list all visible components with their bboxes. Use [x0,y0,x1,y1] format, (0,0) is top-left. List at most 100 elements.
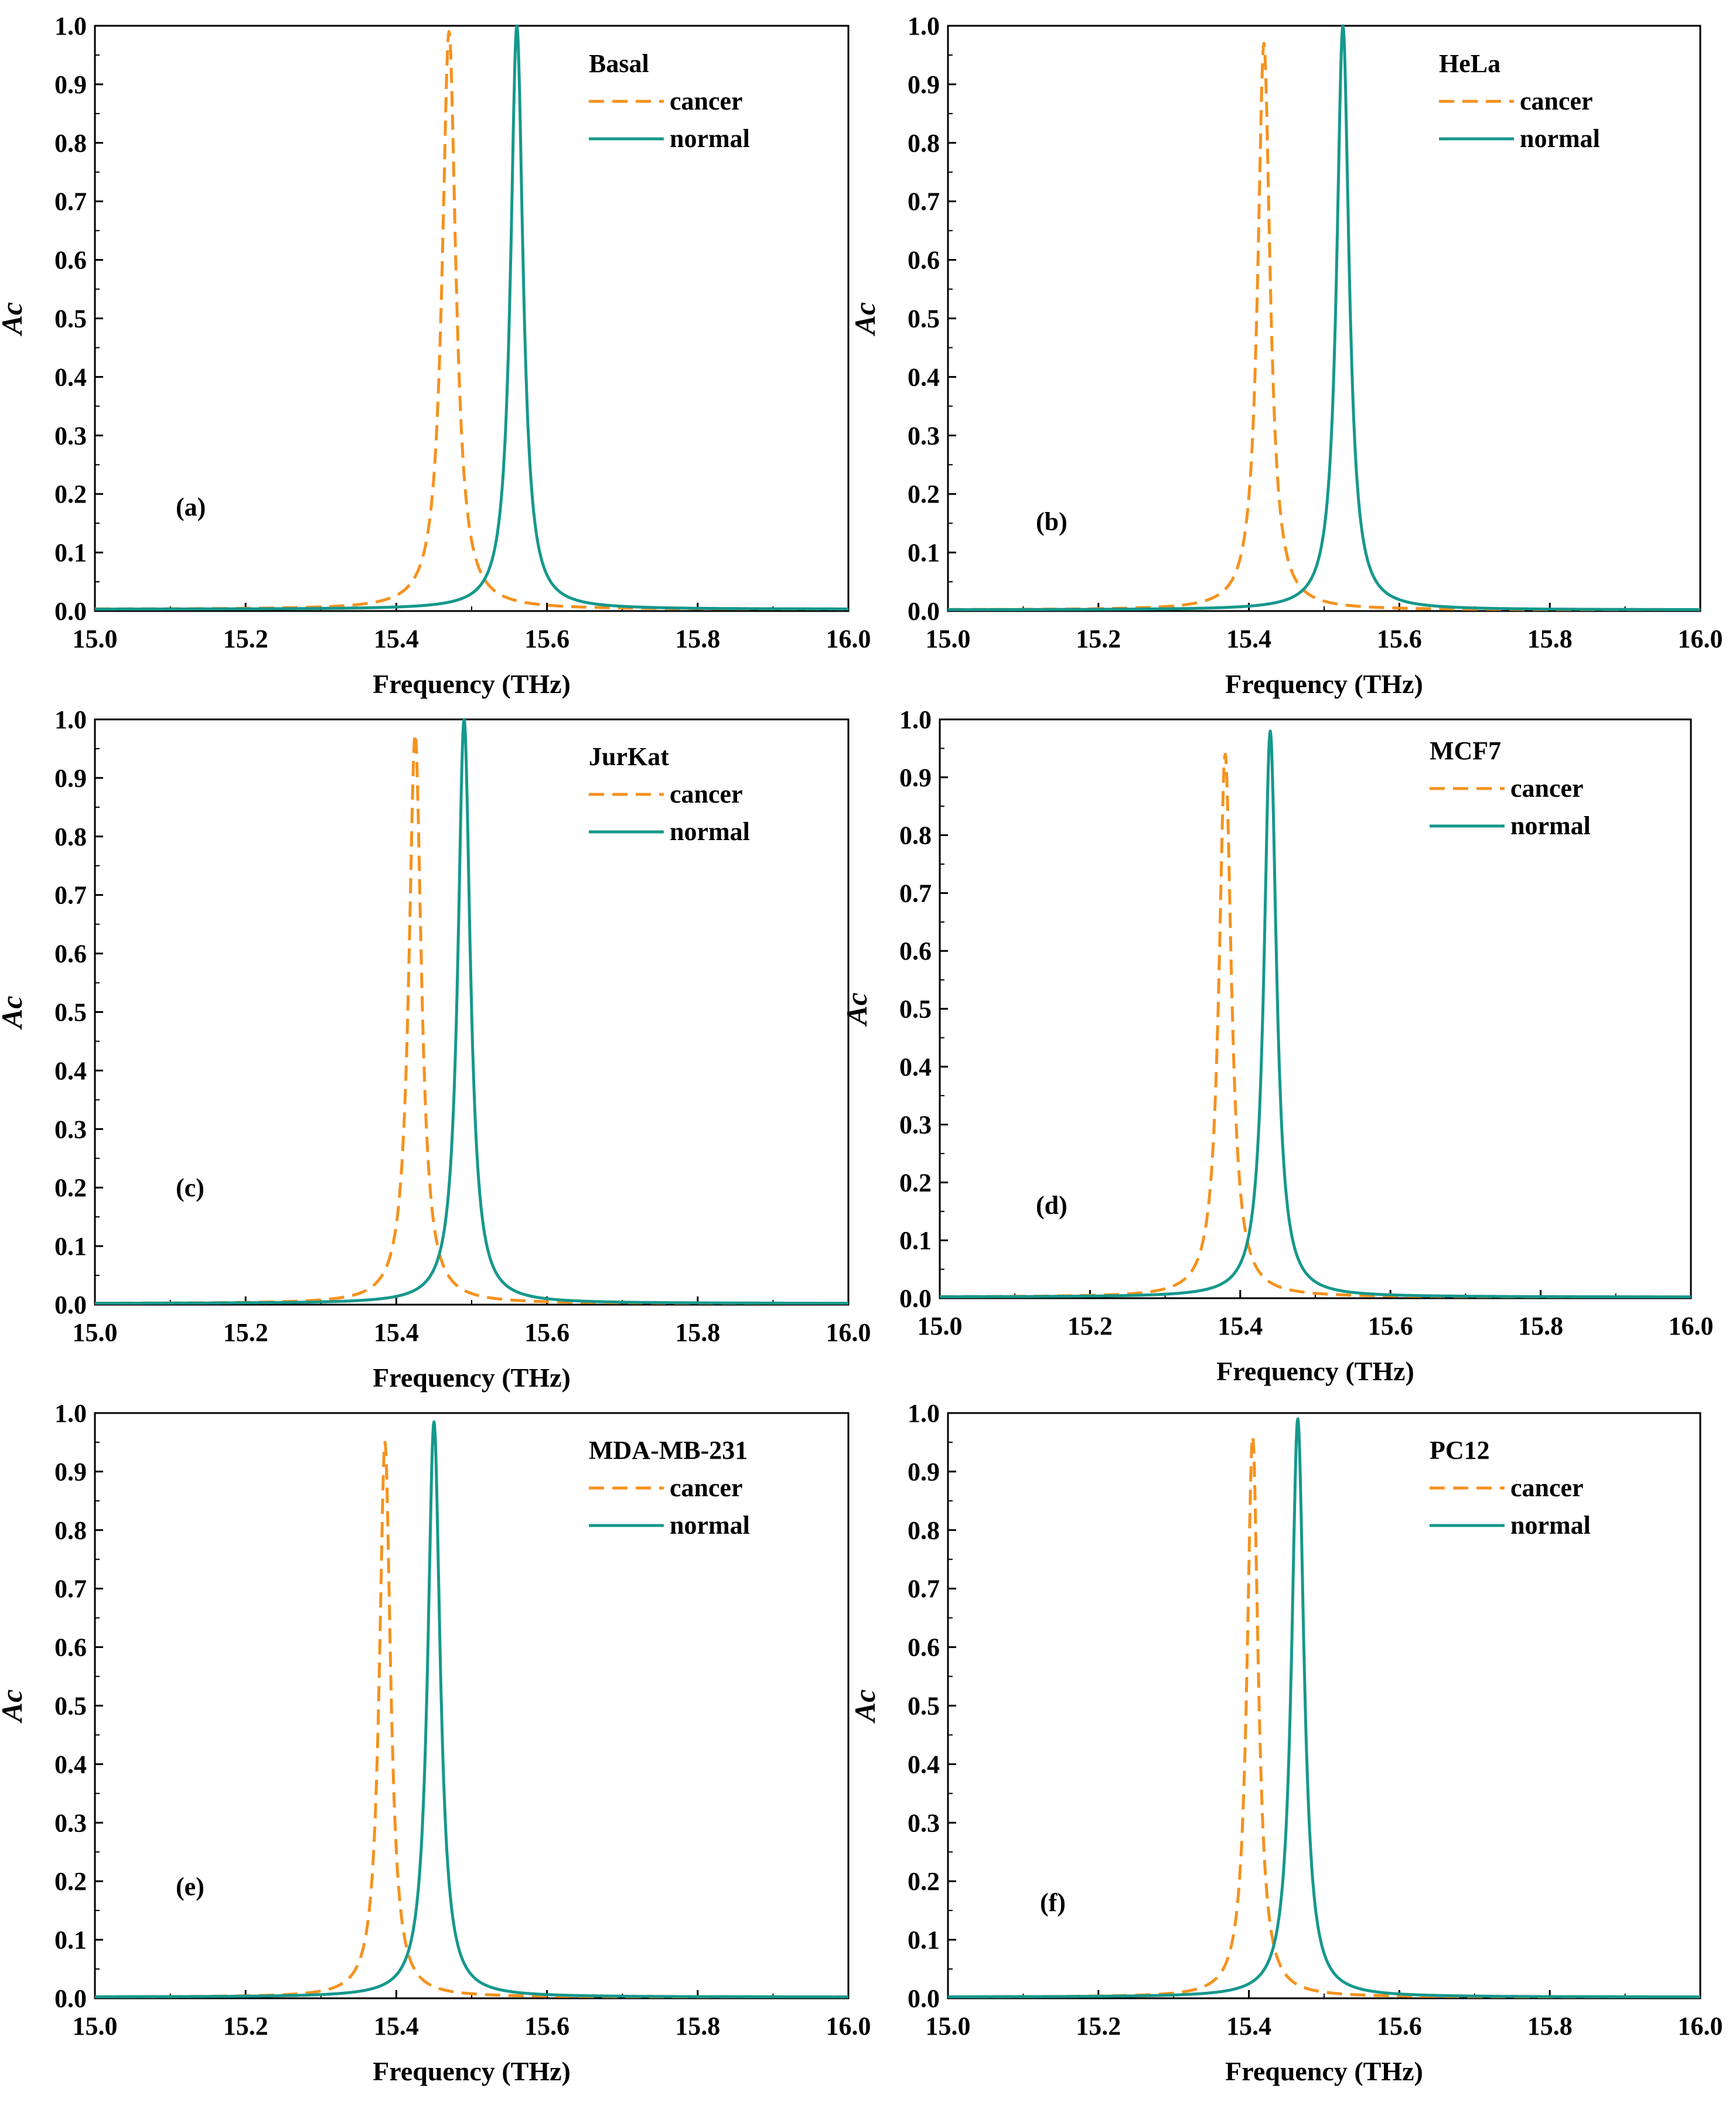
legend-title: MCF7 [1430,736,1501,765]
y-tick-label: 0.2 [54,1173,87,1202]
x-tick-label: 15.2 [223,624,268,653]
series-line-normal [948,1417,1700,1998]
x-tick-label: 15.4 [1226,2012,1271,2040]
legend-label-normal: normal [1510,1511,1591,1540]
legend-label-cancer: cancer [1520,87,1593,115]
panel-label: (d) [1036,1191,1067,1220]
series-line-normal [948,24,1700,611]
legend-title: JurKat [589,742,669,771]
x-tick-label: 15.0 [73,2012,118,2040]
y-tick-label: 0.3 [54,421,87,450]
legend-label-cancer: cancer [1510,774,1584,803]
panel-label: (a) [176,493,206,521]
y-tick-label: 0.5 [54,1692,87,1721]
legend-label-cancer: cancer [670,87,743,115]
y-tick-label: 0.2 [899,1168,932,1197]
x-tick-label: 16.0 [826,624,871,653]
y-axis-title: Ac [840,992,873,1027]
series-line-normal [95,718,848,1305]
chart-panel-1: 15.0 15.2 15.4 15.6 15.8 16.0 0.0 0.1 0.2 0.3 0.4 0… [0,12,871,699]
y-axis-title: Ac [0,1690,28,1724]
y-tick-label: 1.0 [54,12,87,40]
x-tick-label: 15.0 [918,1312,963,1340]
series-line-cancer [95,30,848,611]
legend-title: Basal [589,49,649,78]
x-axis-title: Frequency (THz) [373,1363,571,1393]
y-tick-label: 0.3 [54,1115,87,1144]
legend-label-normal: normal [670,124,750,153]
chart-panel-2: 15.0 15.2 15.4 15.6 15.8 16.0 0.0 0.1 0.2 0.3 0.4 0… [848,12,1723,699]
y-tick-label: 0.3 [54,1808,87,1837]
y-axis-title: Ac [0,302,28,337]
y-tick-label: 0.7 [908,1575,940,1603]
x-tick-label: 15.0 [926,624,971,653]
legend-title: MDA-MB-231 [589,1436,748,1465]
y-tick-label: 0.8 [908,129,940,158]
y-tick-label: 0.1 [908,538,940,567]
panel-label: (c) [176,1173,204,1202]
y-tick-label: 0.9 [908,70,940,99]
y-tick-label: 0.6 [899,937,932,965]
y-tick-label: 1.0 [899,705,932,734]
x-tick-label: 15.6 [1377,624,1422,653]
y-tick-label: 0.9 [908,1458,940,1486]
x-tick-label: 15.6 [524,1318,569,1347]
y-axis-title: Ac [848,1690,881,1724]
panel-label: (e) [176,1872,204,1901]
y-tick-label: 0.2 [908,1867,940,1896]
legend-title: HeLa [1439,49,1500,78]
y-tick-label: 0.5 [54,305,87,333]
y-tick-label: 0.4 [908,1750,940,1779]
y-tick-label: 0.6 [908,246,940,275]
y-tick-label: 1.0 [54,705,87,734]
x-tick-label: 15.4 [1217,1312,1263,1340]
y-tick-label: 0.1 [54,538,87,567]
y-tick-label: 0.6 [908,1633,940,1662]
x-tick-label: 15.2 [1076,624,1121,653]
y-tick-label: 0.7 [899,879,932,907]
x-tick-label: 16.0 [1669,1312,1714,1340]
y-tick-label: 0.5 [899,995,932,1023]
y-tick-label: 0.0 [54,597,87,626]
y-tick-label: 0.1 [54,1926,87,1954]
y-tick-label: 0.4 [899,1053,932,1081]
x-axis-title: Frequency (THz) [1225,669,1423,699]
legend-label-normal: normal [1520,124,1600,153]
y-tick-label: 0.4 [54,1750,87,1779]
x-tick-label: 15.2 [223,1318,268,1347]
legend-label-normal: normal [670,817,750,846]
x-tick-label: 15.8 [1518,1312,1563,1340]
x-tick-label: 15.8 [675,1318,720,1347]
y-axis-title: Ac [848,302,881,337]
y-tick-label: 0.3 [908,421,940,450]
y-tick-label: 0.0 [899,1284,932,1313]
y-tick-label: 0.7 [54,187,87,216]
legend-label-cancer: cancer [670,780,743,808]
panel-label: (f) [1040,1888,1066,1917]
y-tick-label: 0.8 [908,1516,940,1545]
y-tick-label: 0.4 [54,1056,87,1085]
chart-panel-5: 15.0 15.2 15.4 15.6 15.8 16.0 0.0 0.1 0.2 0.3 0.4 0… [0,1399,871,2086]
x-tick-label: 15.0 [73,1318,118,1347]
legend-label-cancer: cancer [1510,1473,1584,1502]
x-tick-label: 15.6 [1368,1312,1413,1340]
y-tick-label: 0.8 [54,1516,87,1545]
legend-title: PC12 [1430,1436,1490,1465]
y-tick-label: 1.0 [908,12,940,40]
series-line-normal [95,1420,848,1998]
y-tick-label: 0.0 [908,1984,940,2013]
chart-panel-4: 15.0 15.2 15.4 15.6 15.8 16.0 0.0 0.1 0.2 0.3 0.4 0… [840,705,1714,1386]
x-axis-title: Frequency (THz) [373,2056,571,2086]
y-tick-label: 0.4 [54,363,87,391]
series-line-normal [95,24,848,611]
panel-label: (b) [1036,507,1067,536]
y-tick-label: 0.7 [54,881,87,910]
y-tick-label: 0.9 [54,764,87,793]
legend-label-normal: normal [1510,811,1591,840]
y-tick-label: 0.0 [54,1291,87,1319]
x-tick-label: 15.4 [1226,624,1271,653]
y-tick-label: 0.6 [54,246,87,275]
y-tick-label: 1.0 [908,1399,940,1428]
y-tick-label: 0.1 [899,1226,932,1255]
x-tick-label: 16.0 [826,2012,871,2040]
